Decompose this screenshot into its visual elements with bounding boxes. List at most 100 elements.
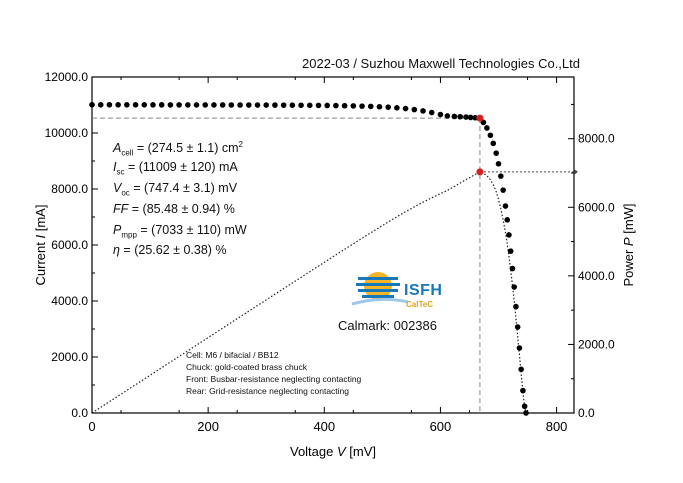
iv-point	[518, 366, 524, 373]
y-axis-label: Current I [mA]	[33, 205, 48, 286]
note-line: Cell: M6 / bifacial / BB12	[186, 350, 279, 360]
param-symbol: η	[113, 243, 120, 257]
iv-point	[504, 217, 511, 223]
iv-point	[506, 232, 512, 238]
iv-point	[106, 101, 113, 108]
isfh-logo	[351, 272, 409, 306]
iv-point	[289, 102, 296, 108]
iv-point	[463, 114, 469, 120]
iv-point	[385, 104, 391, 110]
iv-point	[298, 102, 304, 109]
iv-point	[467, 114, 474, 121]
iv-point	[493, 150, 499, 156]
iv-point	[402, 105, 409, 112]
param-subscript: mpp	[121, 230, 137, 240]
iv-point	[132, 102, 139, 108]
y-axis-label-word: Current	[33, 239, 48, 286]
iv-point	[513, 303, 519, 310]
iv-point	[514, 324, 521, 330]
param-value: = (274.5 ± 1.1) cm	[133, 141, 239, 156]
param-line: Pmpp = (7033 ± 110) mW	[113, 223, 247, 240]
iv-point	[457, 113, 463, 120]
iv-point	[185, 102, 191, 108]
iv-point	[495, 161, 502, 167]
iv-point	[124, 102, 130, 108]
y2-axis-label-word: Power	[621, 246, 636, 286]
iv-point	[507, 248, 514, 254]
iv-point	[167, 102, 174, 108]
y2-tick-label: 4000.0	[578, 269, 615, 283]
y-tick-label: 8000.0	[51, 182, 88, 196]
y-axis-label-symbol: I	[33, 235, 48, 239]
y-tick-label: 10000.0	[45, 126, 89, 140]
iv-point	[500, 187, 506, 193]
iv-point	[411, 106, 418, 113]
iv-point	[498, 173, 504, 179]
param-subscript: sc	[116, 167, 125, 177]
iv-point	[509, 265, 516, 272]
y-axis-label-unit: [mA]	[33, 205, 48, 235]
param-symbol: FF	[113, 202, 129, 216]
iv-point	[487, 132, 494, 139]
iv-point	[315, 102, 322, 109]
x-tick-label: 800	[546, 419, 568, 434]
logo-subtitle: CalTeC	[406, 300, 433, 309]
param-subscript: cell	[121, 148, 134, 158]
note-line: Chuck: gold-coated brass chuck	[186, 362, 307, 372]
param-line: Isc = (11009 ± 120) mA	[113, 160, 238, 177]
x-tick-label: 400	[313, 419, 335, 434]
param-superscript: 2	[238, 140, 243, 149]
iv-point	[333, 102, 339, 109]
iv-point	[176, 102, 182, 108]
param-value: = (25.62 ± 0.38) %	[119, 243, 227, 257]
y2-axis-label-symbol: P	[621, 237, 636, 246]
iv-point	[490, 140, 497, 147]
x-tick-label: 600	[430, 419, 452, 434]
chart-header: 2022-03 / Suzhou Maxwell Technologies Co…	[302, 56, 580, 71]
iv-point	[511, 284, 517, 290]
iv-point	[202, 102, 209, 108]
y2-axis-label-unit: [mW]	[621, 203, 636, 237]
param-value: = (7033 ± 110) mW	[136, 223, 247, 237]
y-tick-label: 12000.0	[45, 70, 89, 84]
iv-point	[237, 102, 243, 108]
mpp-current-marker	[476, 114, 484, 122]
y2-tick-label: 6000.0	[578, 200, 615, 214]
iv-point	[246, 102, 252, 108]
y2-tick-label: 0.0	[578, 406, 595, 420]
iv-point	[520, 387, 526, 394]
iv-point	[394, 105, 400, 111]
iv-point	[97, 101, 104, 108]
y2-tick-label: 8000.0	[578, 132, 615, 146]
param-symbol: I	[113, 160, 117, 174]
param-value: = (11009 ± 120) mA	[124, 160, 238, 174]
x-tick-label: 0	[88, 419, 95, 434]
iv-point	[428, 109, 435, 116]
power-curve	[91, 171, 527, 414]
iv-point	[150, 102, 156, 108]
param-symbol: V	[113, 181, 122, 195]
iv-point	[484, 125, 490, 131]
x-axis-label-unit: [mV]	[346, 444, 376, 459]
iv-point	[219, 102, 226, 108]
iv-point	[516, 345, 523, 351]
param-symbol: P	[113, 223, 122, 237]
iv-point	[193, 102, 200, 108]
y-tick-label: 4000.0	[51, 294, 88, 308]
iv-point	[263, 102, 270, 108]
iv-point	[420, 108, 426, 114]
iv-point	[272, 102, 278, 108]
x-tick-label: 200	[197, 419, 219, 434]
mpp-power-marker	[476, 168, 484, 176]
iv-point	[141, 102, 148, 108]
iv-point	[350, 103, 357, 109]
y2-axis-label: Power P [mW]	[621, 203, 636, 286]
x-axis-label: Voltage V [mV]	[290, 444, 376, 459]
param-line: FF = (85.48 ± 0.94) %	[113, 202, 235, 216]
iv-point	[158, 102, 165, 108]
y-tick-label: 0.0	[71, 406, 88, 420]
y2-tick-label: 2000.0	[578, 337, 615, 351]
param-value: = (747.4 ± 3.1) mV	[129, 181, 238, 195]
iv-point	[228, 102, 235, 108]
